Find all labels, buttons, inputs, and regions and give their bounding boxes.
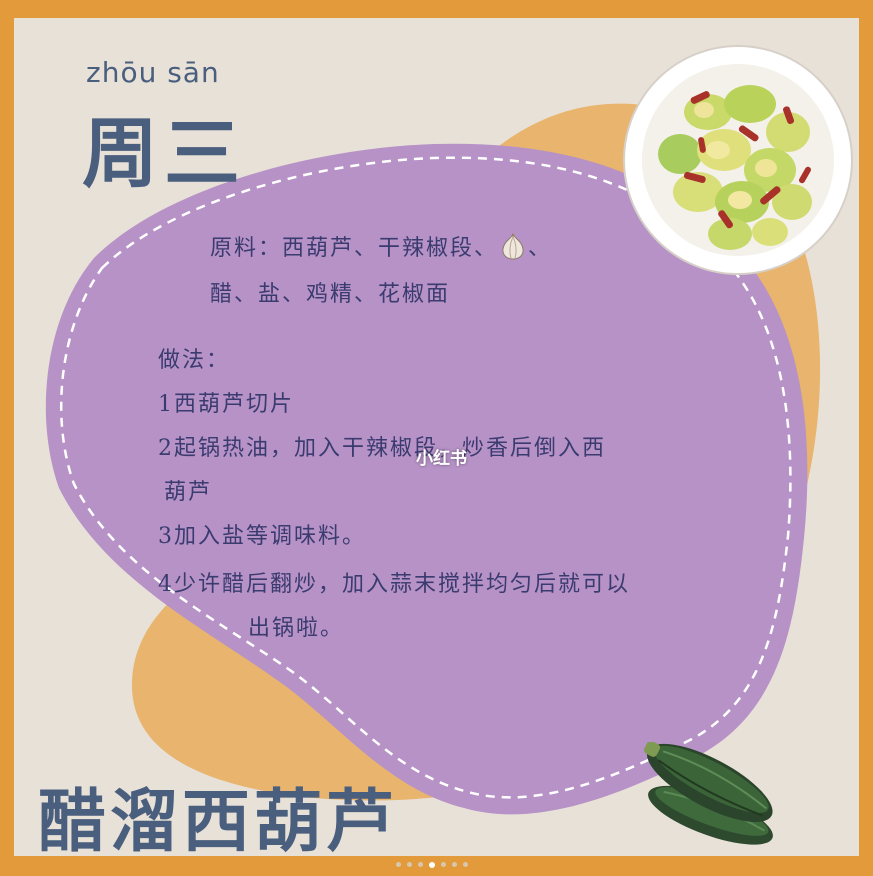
carousel-dot[interactable] — [407, 862, 412, 867]
recipe-card: zhōu sān 周三 原料：西葫芦、干辣椒段、 、 醋、盐、鸡精、花椒面 做法… — [14, 18, 859, 862]
step-2: 2起锅热油，加入干辣椒段，炒香后倒入西 — [158, 436, 606, 461]
step-3: 3加入盐等调味料。 — [158, 524, 366, 549]
carousel-dot-active[interactable] — [429, 861, 435, 868]
step-1: 1西葫芦切片 — [158, 392, 294, 417]
zucchini-illustration — [643, 742, 773, 845]
carousel-dot[interactable] — [418, 862, 423, 867]
ingredients-line-1-end: 、 — [528, 236, 553, 261]
dish-photo — [623, 45, 853, 275]
ingredients-line-1: 原料：西葫芦、干辣椒段、 、 — [210, 230, 552, 267]
background-blobs — [45, 103, 821, 815]
purple-blob — [45, 143, 808, 815]
carousel-dot[interactable] — [463, 862, 468, 867]
purple-blob-stitch — [59, 156, 792, 799]
dish-name-title: 醋溜西葫芦 — [38, 782, 399, 862]
garlic-icon — [498, 231, 528, 267]
pinyin-label: zhōu sān — [86, 56, 220, 89]
watermark-logo: 小红书 — [416, 449, 467, 469]
carousel-dot[interactable] — [452, 862, 457, 867]
method-heading: 做法： — [158, 348, 231, 373]
ingredients-line-2: 醋、盐、鸡精、花椒面 — [210, 282, 451, 307]
ingredients-line-1-text: 原料：西葫芦、干辣椒段、 — [210, 236, 499, 261]
step-4: 4少许醋后翻炒，加入蒜末搅拌均匀后就可以 — [158, 572, 630, 597]
carousel-dot[interactable] — [441, 862, 446, 867]
day-title: 周三 — [82, 109, 246, 198]
step-4-continued: 出锅啦。 — [248, 616, 345, 641]
step-2-continued: 葫芦 — [164, 480, 213, 505]
carousel-indicator — [396, 861, 468, 868]
carousel-dot[interactable] — [396, 862, 401, 867]
